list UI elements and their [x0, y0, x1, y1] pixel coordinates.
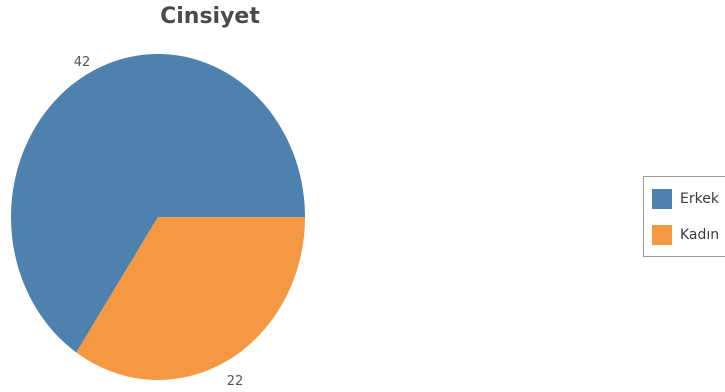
legend: Erkek Kadın	[643, 176, 725, 257]
chart-title: Cinsiyet	[160, 4, 260, 29]
pie-slice-erkek	[10, 53, 306, 353]
legend-swatch-erkek	[652, 189, 672, 209]
data-label-kadin: 22	[227, 374, 244, 389]
pie-slice-kadin	[76, 217, 305, 380]
data-label-erkek: 42	[74, 55, 91, 70]
legend-item-kadin: Kadın	[652, 225, 719, 245]
legend-item-erkek: Erkek	[652, 189, 719, 209]
legend-label-kadin: Kadın	[680, 227, 720, 243]
legend-label-erkek: Erkek	[680, 191, 719, 207]
legend-swatch-kadin	[652, 225, 672, 245]
pie-chart: 42 22	[10, 53, 306, 389]
